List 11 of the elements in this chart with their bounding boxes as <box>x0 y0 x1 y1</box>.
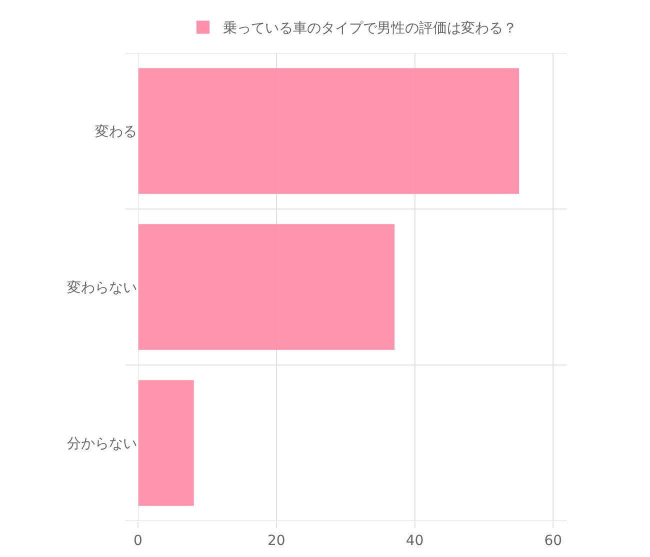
y-tick-label: 分からない <box>67 436 137 452</box>
x-tick-label: 0 <box>134 532 142 549</box>
x-tick-label: 60 <box>544 532 562 549</box>
y-tick-label: 変わらない <box>67 280 137 296</box>
x-tick-label: 40 <box>406 532 424 549</box>
legend-label: 乗っている車のタイプで男性の評価は変わる？ <box>223 20 517 37</box>
y-tick-label: 変わる <box>95 124 137 140</box>
bar <box>138 68 520 194</box>
bar <box>138 224 395 350</box>
bar <box>138 380 194 506</box>
x-tick-label: 20 <box>267 532 286 549</box>
